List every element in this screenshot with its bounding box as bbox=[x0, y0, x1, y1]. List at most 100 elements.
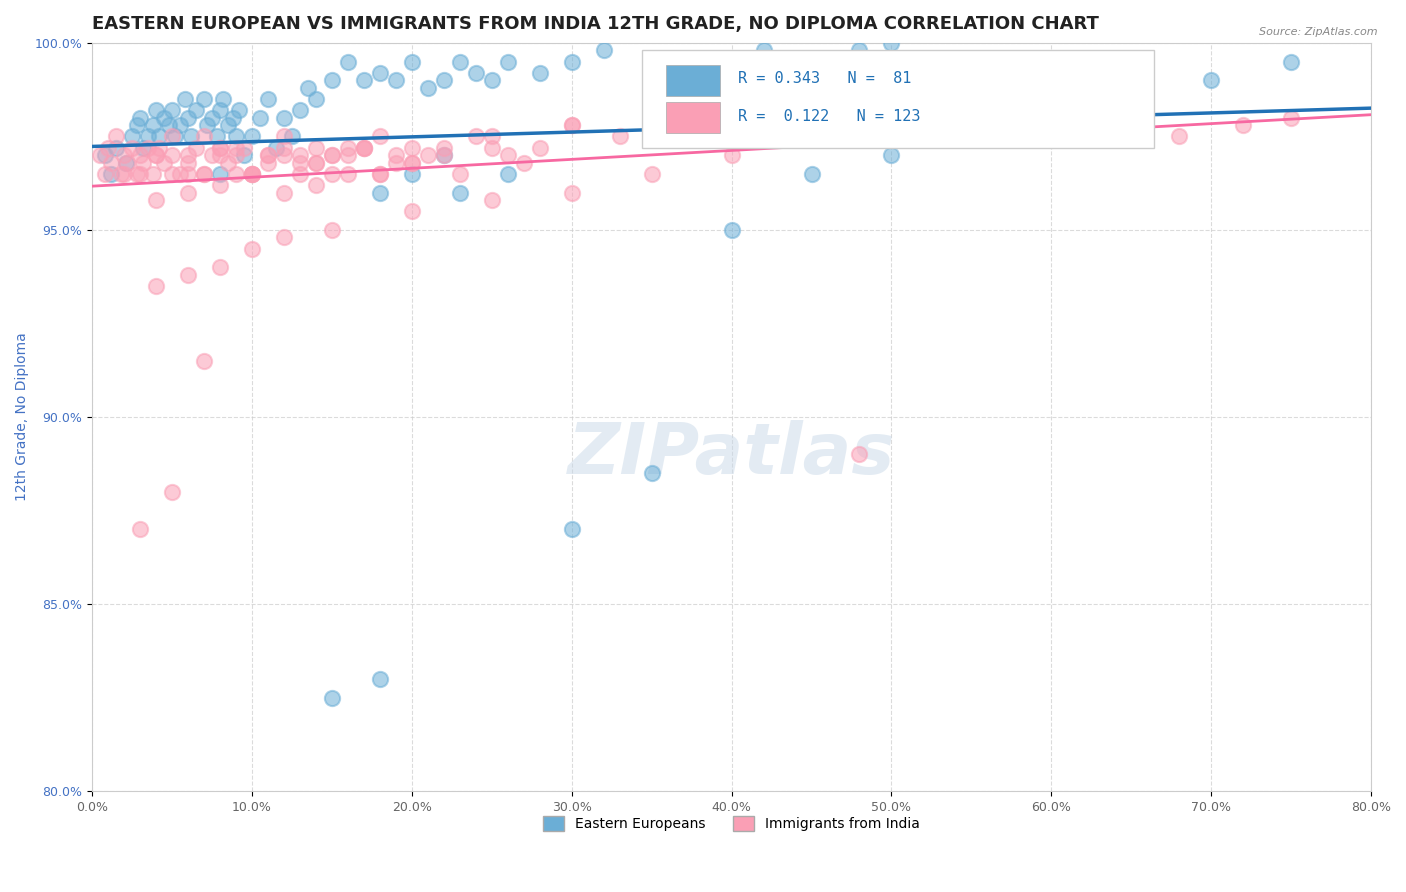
Point bbox=[100, 167, 122, 181]
Point bbox=[800, 54, 823, 69]
Point bbox=[640, 466, 662, 480]
Point bbox=[233, 141, 256, 155]
Point bbox=[1040, 111, 1063, 125]
Text: ZIPatlas: ZIPatlas bbox=[568, 420, 896, 489]
Point bbox=[240, 167, 263, 181]
Point bbox=[401, 155, 423, 169]
Point bbox=[273, 129, 295, 144]
Point bbox=[561, 54, 583, 69]
Point bbox=[240, 167, 263, 181]
Point bbox=[481, 73, 503, 87]
Point bbox=[1199, 73, 1222, 87]
Point bbox=[160, 103, 183, 118]
Point bbox=[1121, 129, 1143, 144]
Point bbox=[273, 186, 295, 200]
Point bbox=[529, 66, 551, 80]
Point bbox=[273, 141, 295, 155]
Point bbox=[561, 186, 583, 200]
Point bbox=[368, 66, 391, 80]
Point bbox=[800, 129, 823, 144]
Point bbox=[720, 223, 742, 237]
Point bbox=[129, 111, 152, 125]
Point bbox=[368, 186, 391, 200]
Point bbox=[496, 54, 519, 69]
Point bbox=[257, 148, 280, 162]
Point bbox=[225, 167, 247, 181]
Point bbox=[195, 118, 218, 132]
Point bbox=[201, 111, 224, 125]
FancyBboxPatch shape bbox=[643, 50, 1153, 148]
Point bbox=[960, 111, 983, 125]
Point bbox=[353, 73, 375, 87]
Point bbox=[321, 223, 343, 237]
Point bbox=[800, 167, 823, 181]
Point bbox=[193, 129, 215, 144]
Point bbox=[464, 129, 486, 144]
Point bbox=[193, 167, 215, 181]
Point bbox=[416, 80, 439, 95]
Point bbox=[273, 230, 295, 244]
Point bbox=[353, 141, 375, 155]
Point bbox=[105, 141, 128, 155]
Point bbox=[160, 167, 183, 181]
Point bbox=[640, 167, 662, 181]
Point bbox=[177, 167, 200, 181]
Point bbox=[401, 155, 423, 169]
Point bbox=[114, 155, 136, 169]
Text: R =  0.122   N = 123: R = 0.122 N = 123 bbox=[738, 109, 921, 124]
Point bbox=[561, 118, 583, 132]
Point bbox=[496, 167, 519, 181]
Point bbox=[657, 111, 679, 125]
Point bbox=[157, 118, 180, 132]
Point bbox=[288, 148, 311, 162]
Text: R = 0.343   N =  81: R = 0.343 N = 81 bbox=[738, 71, 911, 87]
Point bbox=[433, 148, 456, 162]
Point bbox=[184, 141, 207, 155]
Point bbox=[257, 92, 280, 106]
Point bbox=[180, 129, 202, 144]
Point bbox=[94, 148, 117, 162]
Point bbox=[720, 129, 742, 144]
Point bbox=[385, 148, 408, 162]
Point bbox=[336, 54, 359, 69]
Point bbox=[208, 148, 231, 162]
Text: EASTERN EUROPEAN VS IMMIGRANTS FROM INDIA 12TH GRADE, NO DIPLOMA CORRELATION CHA: EASTERN EUROPEAN VS IMMIGRANTS FROM INDI… bbox=[93, 15, 1099, 33]
Point bbox=[121, 141, 143, 155]
Point bbox=[880, 148, 903, 162]
Point bbox=[177, 155, 200, 169]
Point bbox=[148, 129, 170, 144]
Point bbox=[592, 43, 614, 57]
Point bbox=[960, 118, 983, 132]
Point bbox=[496, 148, 519, 162]
FancyBboxPatch shape bbox=[666, 64, 720, 96]
Point bbox=[449, 54, 471, 69]
Point bbox=[449, 186, 471, 200]
Point bbox=[273, 148, 295, 162]
Point bbox=[321, 148, 343, 162]
Point bbox=[689, 66, 711, 80]
Point bbox=[184, 103, 207, 118]
Point bbox=[640, 54, 662, 69]
Point bbox=[208, 260, 231, 275]
Point bbox=[208, 178, 231, 192]
Point bbox=[848, 43, 870, 57]
Point bbox=[385, 73, 408, 87]
Point bbox=[433, 73, 456, 87]
Point bbox=[112, 167, 135, 181]
Point bbox=[240, 167, 263, 181]
Point bbox=[201, 148, 224, 162]
Point bbox=[112, 148, 135, 162]
Point bbox=[142, 118, 165, 132]
Point bbox=[321, 167, 343, 181]
Point bbox=[136, 141, 159, 155]
Point bbox=[129, 148, 152, 162]
Point bbox=[288, 155, 311, 169]
Point bbox=[169, 118, 191, 132]
Point bbox=[800, 111, 823, 125]
Point bbox=[89, 148, 111, 162]
Point bbox=[321, 148, 343, 162]
Point bbox=[208, 167, 231, 181]
Point bbox=[368, 672, 391, 686]
Point bbox=[240, 242, 263, 256]
Point bbox=[297, 80, 319, 95]
